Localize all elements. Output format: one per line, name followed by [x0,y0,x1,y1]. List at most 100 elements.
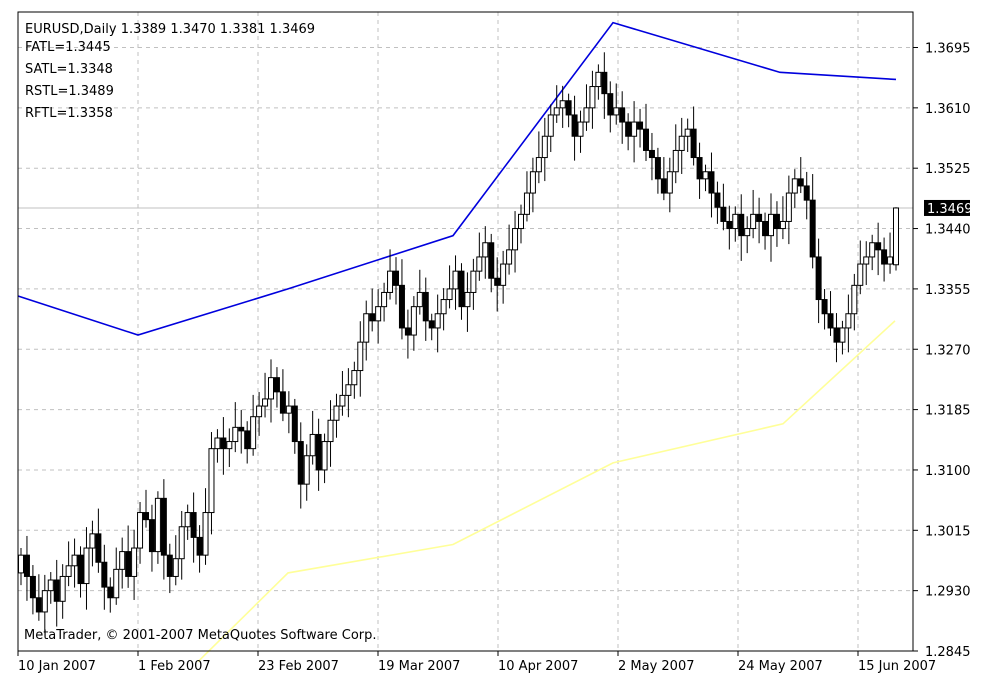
candle-body [387,270,394,293]
candle-body [821,299,828,315]
candle-body [762,220,769,237]
candle-body [363,313,370,343]
indicator-lines [17,21,897,663]
candle-body [559,100,566,109]
candle-body [369,313,376,322]
candle-body [375,306,382,322]
satl-readout: SATL=1.3348 [25,62,113,77]
candle-body [166,554,173,577]
candle-body [791,178,798,194]
x-tick-label: 19 Mar 2007 [378,659,460,674]
candle-body [851,284,858,315]
candle-body [827,313,834,329]
candle-body [458,270,465,308]
candle-body [309,433,316,457]
candle-body [779,220,786,230]
copyright-text: MetaTrader, © 2001-2007 MetaQuotes Softw… [24,628,377,643]
candle-body [523,192,530,215]
candle-body [506,249,513,265]
candle-body [23,554,30,577]
x-tick-label: 15 Jun 2007 [858,659,936,674]
candle-body [172,558,179,577]
y-tick-label: 1.2930 [925,585,971,600]
y-tick-label: 1.3440 [925,223,971,238]
candle-body [839,327,846,343]
candle-body [220,437,227,450]
candle-body [648,149,655,159]
candle-body [464,291,471,308]
candle-body [143,512,149,521]
candle-body [500,263,507,286]
candle-body [125,551,132,577]
candle-body [785,192,792,222]
candle-body [41,590,48,613]
rstl-readout: RSTL=1.3489 [25,84,114,99]
candle-body [47,579,54,592]
candle-body [714,192,721,208]
candle-body [184,512,191,528]
yellow-indicator-line [197,320,896,663]
candle-body [857,263,864,286]
candle-body [541,135,548,159]
y-tick-label: 1.3525 [925,162,971,177]
candle-body [285,405,292,414]
candle-body [833,327,840,343]
candle-body [178,526,185,560]
fatl-readout: FATL=1.3445 [25,40,111,55]
candle-body [577,121,584,137]
candle-body [226,441,233,450]
candle-body [690,128,697,159]
candle-body [869,242,876,258]
candle-body [863,256,870,265]
candle-body [202,512,209,556]
candle-body [696,157,703,180]
candle-body [137,512,144,549]
candle-body [244,430,251,450]
candle-body [77,554,84,585]
candle-body [803,185,810,201]
y-tick-label: 1.3015 [925,524,971,539]
x-tick-label: 10 Jan 2007 [18,659,96,674]
candle-body [482,242,489,258]
candle-body [619,107,626,123]
candle-body [154,497,161,553]
candle-body [750,213,757,230]
candle-body [684,128,691,137]
candle-body [678,135,685,151]
candle-body [881,249,888,265]
x-tick-label: 2 May 2007 [618,659,695,674]
candle-body [83,547,90,585]
candle-body [339,394,346,407]
candle-body [327,419,334,443]
candle-body [422,291,429,322]
candle-body [613,107,620,116]
candle-body [768,213,774,237]
current-price-badge [924,199,970,216]
candle-body [583,107,590,123]
y-tick-label: 1.3695 [925,42,971,57]
candle-body [256,405,263,418]
candle-body [351,370,358,386]
candle-body [672,149,679,173]
candle-body [208,448,215,514]
current-price-label: 1.3469 [927,202,973,217]
candle-body [89,533,96,549]
x-tick-label: 1 Feb 2007 [138,659,211,674]
candle-body [148,519,155,553]
candle-body [398,284,405,329]
candle-body [756,213,763,222]
x-tick-label: 23 Feb 2007 [258,659,339,674]
candle-body [815,256,822,301]
candle-body [571,114,578,137]
candle-body [196,536,203,556]
candle-body [470,270,477,293]
candle-body [131,547,138,577]
candle-body [875,242,882,251]
candle-body [452,270,459,290]
candle-body [553,107,560,116]
candle-body [416,291,423,308]
candlestick-series [18,52,899,633]
candle-body [113,568,120,599]
candle-body [476,256,483,272]
